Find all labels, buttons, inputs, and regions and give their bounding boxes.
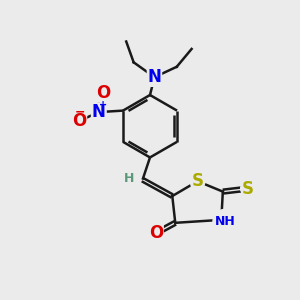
Circle shape (96, 85, 110, 100)
Text: +: + (99, 100, 107, 110)
Circle shape (147, 70, 162, 85)
Text: N: N (92, 103, 106, 121)
Circle shape (72, 114, 87, 128)
Circle shape (213, 209, 237, 233)
Text: N: N (148, 68, 161, 86)
Circle shape (91, 105, 106, 119)
Text: H: H (124, 172, 134, 185)
Text: O: O (96, 84, 110, 102)
Text: O: O (149, 224, 163, 242)
Text: NH: NH (214, 215, 235, 228)
Circle shape (190, 174, 205, 189)
Text: O: O (72, 112, 86, 130)
Text: −: − (74, 106, 85, 119)
Circle shape (148, 226, 164, 241)
Text: S: S (242, 180, 254, 198)
Text: S: S (192, 172, 204, 190)
Circle shape (241, 181, 256, 196)
